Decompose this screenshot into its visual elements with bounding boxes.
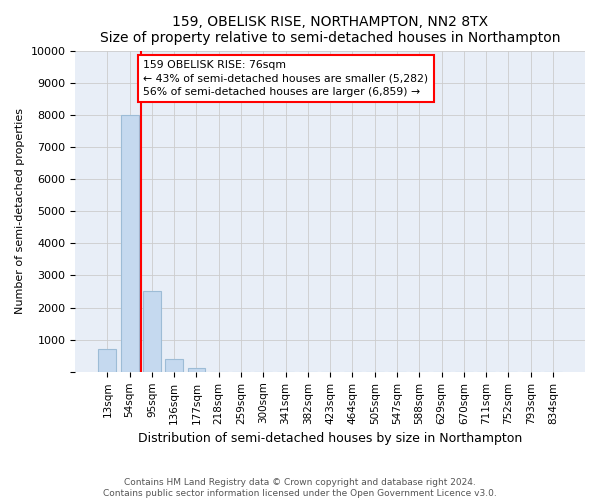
Bar [188,368,205,372]
Bar [121,115,139,372]
Text: Contains HM Land Registry data © Crown copyright and database right 2024.
Contai: Contains HM Land Registry data © Crown c… [103,478,497,498]
X-axis label: Distribution of semi-detached houses by size in Northampton: Distribution of semi-detached houses by … [138,432,522,445]
Y-axis label: Number of semi-detached properties: Number of semi-detached properties [15,108,25,314]
Bar [165,359,183,372]
Bar [143,292,161,372]
Bar [98,350,116,372]
Title: 159, OBELISK RISE, NORTHAMPTON, NN2 8TX
Size of property relative to semi-detach: 159, OBELISK RISE, NORTHAMPTON, NN2 8TX … [100,15,560,45]
Text: 159 OBELISK RISE: 76sqm
← 43% of semi-detached houses are smaller (5,282)
56% of: 159 OBELISK RISE: 76sqm ← 43% of semi-de… [143,60,428,96]
